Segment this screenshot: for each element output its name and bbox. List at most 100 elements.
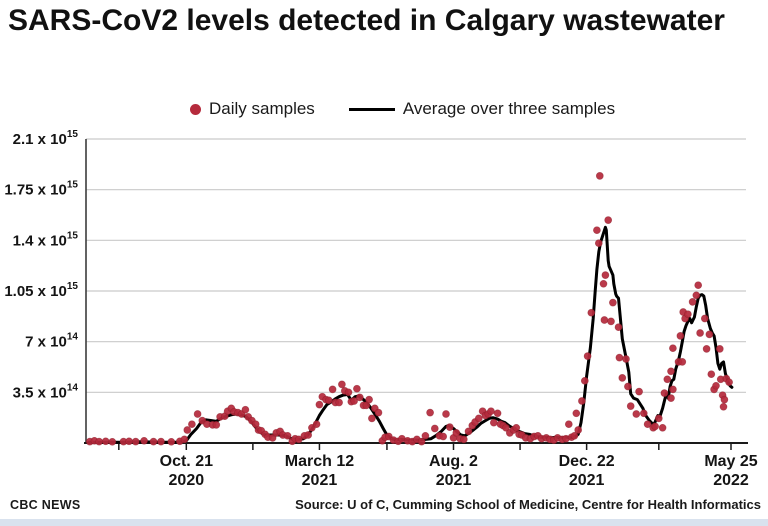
daily-sample-dot bbox=[452, 429, 461, 437]
daily-sample-dot bbox=[212, 421, 221, 429]
daily-sample-dot bbox=[157, 437, 165, 446]
daily-sample-dot bbox=[570, 431, 579, 440]
daily-sample-dot bbox=[502, 423, 510, 432]
daily-sample-dot bbox=[338, 380, 346, 389]
daily-sample-dot bbox=[183, 426, 192, 434]
chart-title: SARS-CoV2 levels detected in Calgary was… bbox=[8, 4, 725, 37]
daily-sample-dot bbox=[609, 298, 617, 307]
daily-sample-dot bbox=[725, 378, 733, 387]
daily-sample-dot bbox=[587, 308, 596, 317]
daily-sample-dot bbox=[580, 376, 589, 385]
daily-sample-dot bbox=[125, 437, 133, 446]
daily-sample-dot bbox=[149, 437, 158, 446]
y-axis-tick-label: 1.05 x 1015 bbox=[4, 281, 78, 300]
legend-item-daily-samples: Daily samples bbox=[190, 99, 315, 119]
x-axis-tick-label: March 12 2021 bbox=[285, 453, 354, 489]
daily-sample-dot bbox=[715, 345, 724, 353]
daily-sample-dot bbox=[669, 344, 677, 353]
daily-sample-dot bbox=[578, 397, 586, 405]
daily-sample-dot bbox=[700, 314, 709, 323]
x-axis-tick-label: Dec. 22 2021 bbox=[559, 453, 615, 489]
daily-sample-dot bbox=[324, 396, 333, 405]
daily-sample-dot bbox=[365, 395, 373, 404]
daily-sample-dot bbox=[705, 330, 714, 339]
daily-sample-dot bbox=[493, 409, 502, 418]
daily-sample-dot bbox=[283, 431, 292, 440]
daily-sample-dot bbox=[622, 355, 630, 363]
y-axis-tick-label: 2.1 x 1015 bbox=[13, 129, 79, 148]
daily-sample-dot bbox=[719, 402, 728, 411]
daily-sample-dot bbox=[459, 435, 468, 444]
bottom-accent-strip bbox=[0, 519, 768, 526]
daily-sample-dot bbox=[464, 427, 473, 436]
daily-sample-dot bbox=[660, 389, 669, 397]
daily-sample-dot bbox=[712, 381, 720, 390]
daily-sample-dot bbox=[594, 239, 603, 248]
y-axis-tick-label: 3.5 x 1014 bbox=[13, 382, 79, 401]
daily-sample-dot bbox=[572, 409, 581, 418]
x-axis-tick-label: May 25 2022 bbox=[704, 453, 757, 489]
daily-sample-dot bbox=[643, 420, 652, 429]
daily-sample-dot bbox=[583, 352, 592, 360]
daily-sample-dot bbox=[618, 374, 627, 382]
daily-sample-dot bbox=[601, 271, 610, 279]
y-axis-tick-label: 7 x 1014 bbox=[25, 332, 78, 351]
daily-sample-dot bbox=[599, 279, 608, 288]
daily-sample-dot bbox=[355, 393, 364, 402]
footer-brand: CBC NEWS bbox=[10, 498, 81, 512]
daily-sample-dot bbox=[439, 432, 448, 441]
daily-sample-dot bbox=[593, 226, 601, 235]
daily-sample-dot bbox=[654, 414, 663, 423]
daily-sample-dot bbox=[707, 370, 716, 379]
daily-sample-dot bbox=[294, 435, 303, 444]
daily-sample-dot bbox=[167, 437, 176, 446]
daily-sample-dot bbox=[635, 387, 643, 396]
daily-sample-dot bbox=[626, 402, 635, 410]
daily-sample-dot bbox=[445, 423, 454, 431]
daily-sample-dot bbox=[658, 423, 667, 432]
daily-sample-dot bbox=[328, 385, 337, 394]
daily-sample-dot bbox=[604, 216, 613, 224]
daily-sample-dot bbox=[667, 367, 675, 376]
daily-sample-dot bbox=[304, 431, 313, 439]
daily-sample-dot bbox=[667, 394, 675, 402]
y-axis-tick-label: 1.75 x 1015 bbox=[4, 180, 78, 199]
daily-sample-dot bbox=[512, 423, 521, 432]
daily-sample-dot bbox=[632, 410, 641, 418]
legend-label-daily-samples: Daily samples bbox=[209, 99, 315, 118]
daily-sample-dot bbox=[344, 388, 353, 397]
x-axis-tick-label: Aug. 2 2021 bbox=[429, 453, 478, 489]
legend: Daily samples Average over three samples bbox=[190, 99, 615, 119]
footer-source-credit: Source: U of C, Cumming School of Medici… bbox=[295, 497, 761, 512]
daily-sample-dot bbox=[684, 310, 692, 319]
daily-sample-dot bbox=[188, 420, 196, 429]
daily-sample-dot bbox=[368, 414, 376, 423]
daily-sample-dot bbox=[350, 397, 358, 405]
daily-sample-dot bbox=[607, 317, 615, 326]
daily-sample-dot bbox=[639, 409, 648, 418]
daily-sample-dot bbox=[315, 400, 324, 409]
daily-sample-dot bbox=[417, 437, 426, 446]
daily-sample-dot bbox=[692, 291, 701, 300]
daily-sample-dot bbox=[131, 437, 140, 446]
daily-sample-dot bbox=[335, 398, 343, 407]
daily-sample-dot bbox=[669, 385, 677, 394]
legend-label-average: Average over three samples bbox=[402, 99, 616, 118]
daily-sample-dot bbox=[489, 418, 498, 427]
daily-sample-dot bbox=[624, 382, 632, 391]
daily-sample-dot bbox=[694, 281, 703, 290]
daily-sample-dot bbox=[720, 395, 729, 404]
daily-sample-dot bbox=[140, 436, 148, 445]
y-axis-tick-label: 1.4 x 1015 bbox=[13, 230, 79, 249]
daily-sample-dot bbox=[595, 172, 604, 180]
daily-sample-dot bbox=[312, 420, 321, 429]
daily-sample-dot bbox=[600, 316, 609, 324]
daily-sample-dot bbox=[564, 420, 573, 429]
daily-samples-dot-icon bbox=[190, 103, 201, 115]
daily-sample-dot bbox=[487, 407, 495, 416]
daily-sample-dot bbox=[651, 422, 659, 431]
daily-sample-dot bbox=[95, 437, 103, 446]
daily-sample-dot bbox=[193, 410, 202, 418]
